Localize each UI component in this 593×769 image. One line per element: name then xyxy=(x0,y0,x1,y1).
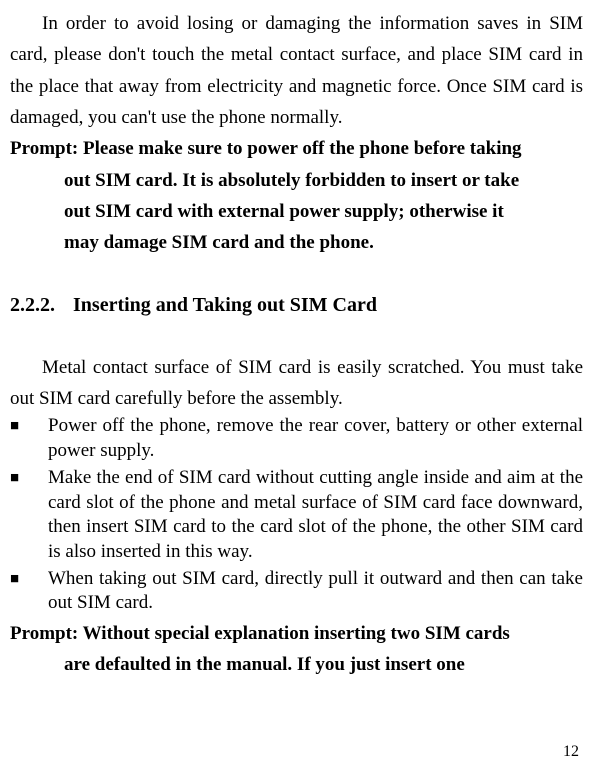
page-number: 12 xyxy=(563,743,579,761)
bullet-square-icon: ■ xyxy=(10,414,48,437)
prompt-1-line2: out SIM card. It is absolutely forbidden… xyxy=(10,165,583,196)
prompt-2-line2: are defaulted in the manual. If you just… xyxy=(10,649,583,680)
section-number: 2.2.2. xyxy=(10,289,55,322)
bullet-list: ■ Power off the phone, remove the rear c… xyxy=(10,414,583,616)
bullet-text: Power off the phone, remove the rear cov… xyxy=(48,414,583,463)
prompt-1-line3: out SIM card with external power supply;… xyxy=(10,196,583,227)
prompt-1-line1: Prompt: Please make sure to power off th… xyxy=(10,133,583,164)
intro-paragraph: In order to avoid losing or damaging the… xyxy=(10,8,583,133)
list-item: ■ When taking out SIM card, directly pul… xyxy=(10,567,583,616)
body-paragraph: Metal contact surface of SIM card is eas… xyxy=(10,352,583,415)
section-title: Inserting and Taking out SIM Card xyxy=(73,294,377,316)
document-page: In order to avoid losing or damaging the… xyxy=(10,8,583,681)
prompt-1-line4: may damage SIM card and the phone. xyxy=(10,227,583,258)
bullet-text: Make the end of SIM card without cutting… xyxy=(48,466,583,565)
list-item: ■ Power off the phone, remove the rear c… xyxy=(10,414,583,463)
bullet-square-icon: ■ xyxy=(10,466,48,489)
bullet-text: When taking out SIM card, directly pull … xyxy=(48,567,583,616)
prompt-2-line1: Prompt: Without special explanation inse… xyxy=(10,618,583,649)
section-heading: 2.2.2. Inserting and Taking out SIM Card xyxy=(10,289,583,322)
list-item: ■ Make the end of SIM card without cutti… xyxy=(10,466,583,565)
bullet-square-icon: ■ xyxy=(10,567,48,590)
